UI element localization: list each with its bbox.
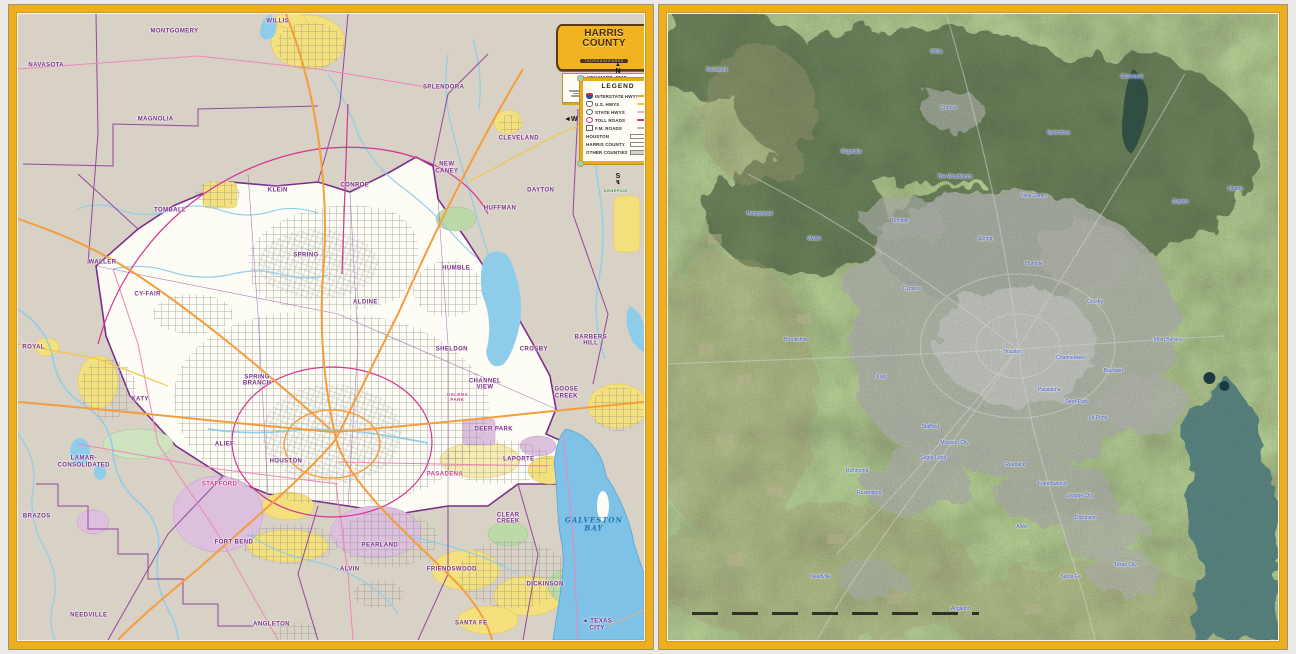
legend-item: INTERSTATE HWYS: [583, 92, 644, 100]
legend-item: U.S. HWYS: [583, 100, 644, 108]
street-map-surface[interactable]: NAVASOTA MONTGOMERY WILLIS SPLENDORA MAGNOLI…: [18, 14, 644, 640]
state-shield-icon: [586, 109, 593, 115]
map-title: HARRIS COUNTY: [582, 28, 626, 49]
fm-shield-icon: [586, 125, 593, 131]
interstate-shield-icon: [586, 93, 593, 99]
title-banner: HARRIS COUNTY THOROUGHFARES: [556, 24, 644, 71]
legend-area: ▲ N ◄W E► S ↯ LEGEND INT: [564, 62, 644, 186]
street-map-artwork: [18, 14, 644, 640]
legend-title: LEGEND: [601, 83, 635, 90]
legend-item: STATE HWYS: [583, 108, 644, 116]
south-arrow-icon: ↯: [615, 180, 621, 186]
legend-item-label: INTERSTATE HWYS: [595, 93, 637, 99]
legend-corner-ornament: [577, 160, 584, 167]
legend-area-sample: [630, 149, 644, 155]
satellite-artwork: [668, 14, 1278, 640]
compass-west: ◄W: [564, 116, 578, 123]
legend-area-sample: [630, 141, 644, 147]
legend-corner-ornament: [577, 75, 584, 82]
legend-line-sample: [637, 111, 644, 113]
legend-items: INTERSTATE HWYS U.S. HWYS STATE HWYS TOLL R…: [583, 92, 644, 156]
scale-bar: [692, 612, 980, 616]
us-shield-icon: [586, 101, 593, 107]
legend-item-label: TOLL ROADS: [595, 117, 626, 123]
legend-area-sample: [630, 133, 644, 139]
compass-south: S ↯: [615, 173, 621, 186]
toll-shield-icon: [586, 117, 593, 123]
legend-item-label: OTHER COUNTIES: [586, 149, 628, 155]
legend-item-label: F.M. ROADS: [595, 125, 623, 131]
legend-item: OTHER COUNTIES: [583, 148, 644, 156]
legend-item: HARRIS COUNTY: [583, 140, 644, 148]
compass-north: ▲ N: [615, 62, 621, 75]
legend-item-label: HOUSTON: [586, 133, 610, 139]
legend-item-label: U.S. HWYS: [595, 101, 620, 107]
legend-item: F.M. ROADS: [583, 124, 644, 132]
legend-line-sample: [637, 95, 644, 97]
legend-item-label: HARRIS COUNTY: [586, 141, 625, 147]
street-map-panel: NAVASOTA MONTGOMERY WILLIS SPLENDORA MAGNOLI…: [8, 4, 654, 650]
satellite-surface[interactable]: Willis Navasota Cleveland Conroe Splendora Ma…: [668, 14, 1278, 640]
legend-item: HOUSTON: [583, 132, 644, 140]
map-subtitle: THOROUGHFARES: [580, 59, 628, 63]
legend-line-sample: [637, 127, 644, 129]
legend-line-sample: [637, 103, 644, 105]
legend-line-sample: [637, 119, 644, 121]
north-arrow-icon: ▲: [615, 62, 621, 68]
satellite-panel: Willis Navasota Cleveland Conroe Splendora Ma…: [658, 4, 1288, 650]
legend-item-label: STATE HWYS: [595, 109, 625, 115]
legend-item: TOLL ROADS: [583, 116, 644, 124]
legend-box: LEGEND INTERSTATE HWYS U.S. HWYS STATE HWY…: [577, 75, 644, 167]
